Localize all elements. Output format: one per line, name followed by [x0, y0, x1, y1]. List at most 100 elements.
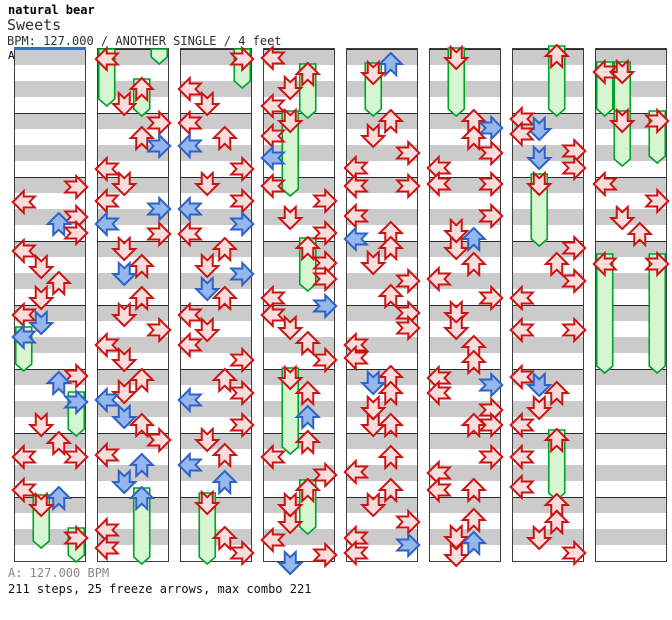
note-arrow-down-icon: [193, 426, 221, 453]
freeze-arrow-right-icon: [62, 388, 89, 416]
note-arrow-right-icon: [560, 154, 587, 182]
freeze-arrow-down-icon: [608, 58, 636, 85]
note-arrow-down-icon: [110, 260, 138, 287]
stats-footer: 211 steps, 25 freeze arrows, max combo 2…: [8, 582, 312, 596]
panel-notes-layer: [11, 173, 89, 564]
freeze-arrow-right-icon: [228, 45, 255, 73]
freeze-body-right: [150, 48, 169, 66]
note-arrow-left-icon: [11, 476, 38, 504]
panel-notes-layer: [260, 44, 338, 576]
panel-notes-layer: [94, 45, 172, 566]
note-arrow-down-icon: [27, 411, 55, 438]
freeze-arrow-down-icon: [442, 44, 470, 71]
note-arrow-down-icon: [193, 316, 221, 343]
note-arrow-left-icon: [260, 144, 287, 172]
note-arrow-right-icon: [394, 139, 421, 167]
note-arrow-left-icon: [509, 473, 536, 501]
note-arrow-up-icon: [543, 251, 571, 278]
note-arrow-left-icon: [426, 379, 453, 407]
note-arrow-right-icon: [228, 379, 255, 407]
note-arrow-left-icon: [94, 155, 121, 183]
note-arrow-down-icon: [27, 309, 55, 336]
note-arrow-up-icon: [460, 477, 488, 504]
note-arrow-right-icon: [477, 411, 504, 439]
note-arrow-down-icon: [110, 403, 138, 430]
note-arrow-up-icon: [211, 525, 239, 552]
note-arrow-right-icon: [145, 195, 172, 223]
note-arrow-down-icon: [193, 252, 221, 279]
note-arrow-right-icon: [477, 170, 504, 198]
note-arrow-left-icon: [426, 265, 453, 293]
freeze-arrow-up-icon: [294, 61, 322, 88]
note-arrow-up-icon: [128, 253, 156, 280]
freeze-arrow-right-icon: [643, 107, 670, 135]
note-arrow-left-icon: [177, 109, 204, 137]
panel-notes-layer: [343, 51, 421, 567]
note-arrow-down-icon: [442, 234, 470, 261]
note-arrow-left-icon: [260, 44, 287, 72]
note-arrow-left-icon: [11, 188, 38, 216]
note-arrow-left-icon: [177, 331, 204, 359]
note-arrow-down-icon: [110, 170, 138, 197]
note-arrow-right-icon: [228, 210, 255, 238]
note-arrow-left-icon: [343, 202, 370, 230]
note-arrow-down-icon: [276, 74, 304, 101]
note-arrow-down-icon: [276, 549, 304, 576]
chart-panel-8: [592, 48, 670, 562]
note-arrow-left-icon: [94, 441, 121, 469]
artist-name: natural bear: [8, 3, 95, 17]
note-arrow-down-icon: [276, 491, 304, 518]
note-arrow-up-icon: [377, 380, 405, 407]
note-arrow-right-icon: [311, 219, 338, 247]
note-arrow-right-icon: [228, 539, 255, 567]
note-arrow-up-icon: [543, 380, 571, 407]
freeze-arrow-down-icon: [525, 170, 553, 197]
note-arrow-down-icon: [110, 468, 138, 495]
note-arrow-right-icon: [560, 234, 587, 262]
panel-notes-layer: [592, 58, 670, 375]
note-arrow-up-icon: [377, 51, 405, 78]
note-arrow-right-icon: [477, 371, 504, 399]
note-arrow-left-icon: [11, 301, 38, 329]
note-arrow-down-icon: [276, 204, 304, 231]
note-arrow-down-icon: [193, 170, 221, 197]
note-arrow-up-icon: [294, 429, 322, 456]
note-arrow-right-icon: [560, 267, 587, 295]
note-arrow-up-icon: [211, 367, 239, 394]
note-arrow-up-icon: [460, 412, 488, 439]
note-arrow-up-icon: [626, 221, 654, 248]
note-arrow-down-icon: [27, 284, 55, 311]
freeze-arrow-left-icon: [94, 45, 121, 73]
chart-panel-5: [343, 48, 421, 567]
chart-panel-7: [509, 43, 587, 567]
freeze-arrow-left-icon: [11, 323, 38, 351]
freeze-arrow-down-icon: [27, 491, 55, 518]
note-arrow-right-icon: [62, 362, 89, 390]
note-arrow-right-icon: [145, 109, 172, 137]
note-arrow-right-icon: [311, 265, 338, 293]
freeze-arrow-down-icon: [359, 59, 387, 86]
note-arrow-left-icon: [260, 301, 287, 329]
note-arrow-left-icon: [177, 132, 204, 160]
note-arrow-left-icon: [260, 92, 287, 120]
note-arrow-left-icon: [177, 301, 204, 329]
note-arrow-left-icon: [177, 195, 204, 223]
note-arrow-up-icon: [211, 442, 239, 469]
note-arrow-right-icon: [477, 139, 504, 167]
note-arrow-down-icon: [276, 314, 304, 341]
note-arrow-down-icon: [525, 144, 553, 171]
freeze-arrow-down-icon: [608, 107, 636, 134]
note-arrow-down-icon: [359, 369, 387, 396]
note-arrow-right-icon: [62, 219, 89, 247]
note-arrow-right-icon: [394, 314, 421, 342]
note-arrow-left-icon: [11, 237, 38, 265]
freeze-arrow-right-icon: [62, 524, 89, 552]
chart-panel-4: [260, 44, 338, 576]
note-arrow-left-icon: [509, 120, 536, 148]
note-arrow-down-icon: [359, 491, 387, 518]
note-arrow-right-icon: [145, 316, 172, 344]
note-arrow-right-icon: [62, 173, 89, 201]
note-arrow-right-icon: [145, 426, 172, 454]
freeze-arrow-up-icon: [294, 477, 322, 504]
